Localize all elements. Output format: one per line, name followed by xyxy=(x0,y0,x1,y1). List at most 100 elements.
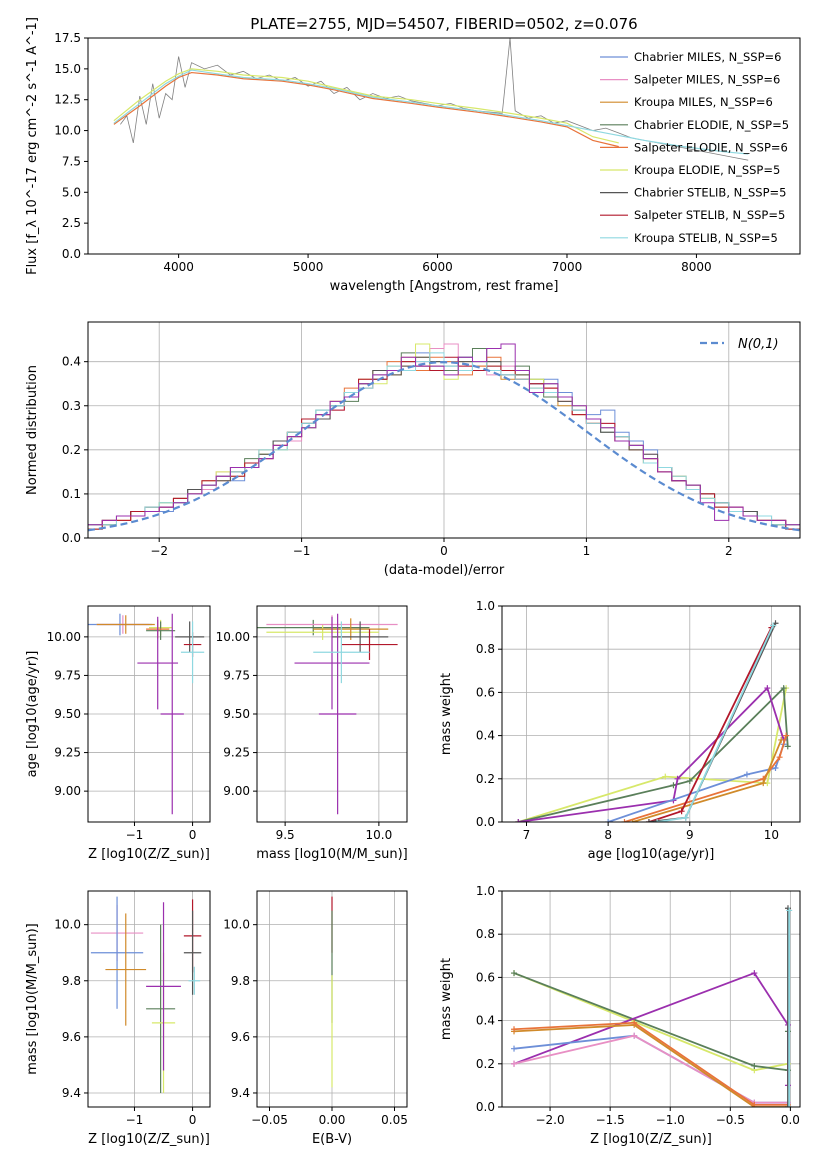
weight-marker xyxy=(751,970,758,977)
y-tick-label: 0.2 xyxy=(476,1057,495,1071)
x-tick-label: 0 xyxy=(189,828,197,842)
weight-marker xyxy=(511,1045,518,1052)
plot-area xyxy=(88,322,800,538)
x-tick-label: 7 xyxy=(523,828,531,842)
chart-mass_vs_Z: −1 0 9.4 9.6 9.8 10.0 Z [log10(Z/Z_sun)] mass [… xyxy=(25,890,211,1147)
x-tick-label: 7000 xyxy=(552,260,583,274)
x-tick-label: 9 xyxy=(686,828,694,842)
figure-title: PLATE=2755, MJD=54507, FIBERID=0502, z=0… xyxy=(250,15,637,33)
weight-line xyxy=(513,972,789,1072)
y-tick-label: 9.75 xyxy=(223,668,250,682)
weight-marker xyxy=(605,819,612,822)
y-tick-label: 5.0 xyxy=(62,185,81,199)
y-tick-label: 0.0 xyxy=(62,531,81,545)
weight-marker xyxy=(784,1104,791,1107)
weight-marker xyxy=(784,743,791,750)
y-axis-label: age [log10(age/yr)] xyxy=(25,651,40,778)
weight-marker xyxy=(751,1062,758,1069)
x-axis-label: wavelength [Angstrom, rest frame] xyxy=(330,279,559,294)
axes-frame xyxy=(87,37,801,255)
y-tick-label: 0.0 xyxy=(476,1100,495,1114)
y-tick-label: 0.4 xyxy=(62,355,81,369)
chart-mass_vs_ebv: −0.05 0.00 0.05 9.4 9.6 9.8 10.0 E(B-V) xyxy=(223,890,408,1147)
weight-marker xyxy=(772,765,779,771)
y-tick-label: 0.8 xyxy=(476,927,495,941)
x-tick-label: 8 xyxy=(604,828,612,842)
y-tick-label: 0.0 xyxy=(62,247,81,261)
weight-marker xyxy=(621,819,628,822)
x-tick-label: 8000 xyxy=(681,260,712,274)
weight-marker xyxy=(783,732,790,739)
y-tick-label: 1.0 xyxy=(476,599,495,613)
y-tick-label: 9.4 xyxy=(62,1086,81,1100)
legend-label: Kroupa ELODIE, N_SSP=5 xyxy=(634,163,780,177)
model-spectrum-line xyxy=(113,68,619,144)
x-tick-label: −2 xyxy=(150,544,168,558)
x-tick-label: −0.05 xyxy=(251,1113,288,1127)
x-tick-label: 6000 xyxy=(422,260,453,274)
normal-curve xyxy=(88,361,800,532)
y-tick-label: 0.6 xyxy=(476,970,495,984)
y-tick-label: 9.25 xyxy=(223,746,250,760)
weight-marker xyxy=(764,685,771,692)
y-axis-label: mass weight xyxy=(439,673,454,755)
y-tick-label: 10.00 xyxy=(216,630,250,644)
model-spectrum-line xyxy=(113,71,619,148)
y-tick-label: 0.4 xyxy=(476,1014,495,1028)
weight-line xyxy=(513,1024,788,1107)
legend-label: Chabrier STELIB, N_SSP=5 xyxy=(634,186,786,200)
plot-area xyxy=(257,891,407,1107)
y-tick-label: 9.75 xyxy=(54,668,81,682)
y-axis-label: Flux [f_λ 10^-17 erg cm^-2 s^-1 A^-1] xyxy=(25,17,40,275)
weight-line xyxy=(648,627,773,822)
weight-marker xyxy=(678,808,685,815)
y-tick-label: 10.0 xyxy=(54,918,81,932)
x-tick-label: 10 xyxy=(764,828,779,842)
x-tick-label: −1.5 xyxy=(596,1113,625,1127)
y-tick-label: 1.0 xyxy=(476,884,495,898)
legend: Chabrier MILES, N_SSP=6 Salpeter MILES, N… xyxy=(600,50,789,245)
x-axis-label: E(B-V) xyxy=(312,1132,352,1147)
y-tick-label: 0.0 xyxy=(476,815,495,829)
y-tick-label: 2.5 xyxy=(62,216,81,230)
weight-marker xyxy=(629,819,636,822)
weight-marker xyxy=(515,819,522,822)
x-axis-label: Z [log10(Z/Z_sun)] xyxy=(88,1132,210,1147)
chart-weight_vs_Z: −2.0 −1.5 −1.0 −0.5 0.0 0.0 0.2 0.4 0.6 0.8 1.0 Z [… xyxy=(439,884,801,1147)
x-axis-label: age [log10(age/yr)] xyxy=(588,847,715,862)
legend-label: Kroupa MILES, N_SSP=6 xyxy=(634,95,773,109)
chart-weight_vs_age: 7 8 9 10 0.0 0.2 0.4 0.6 0.8 1.0 age [log10(age/yr… xyxy=(439,599,801,862)
plot-area xyxy=(257,606,407,822)
legend-label: Chabrier MILES, N_SSP=6 xyxy=(634,50,781,64)
y-tick-label: 10.0 xyxy=(54,124,81,138)
x-tick-label: −2.0 xyxy=(535,1113,564,1127)
legend-label: N(0,1) xyxy=(738,337,779,352)
y-axis-label: mass [log10(M/M_sun)] xyxy=(25,923,40,1075)
weight-line xyxy=(518,686,785,822)
x-tick-label: 0.05 xyxy=(381,1113,408,1127)
legend-label: Kroupa STELIB, N_SSP=5 xyxy=(634,231,778,245)
weight-marker xyxy=(682,814,689,821)
x-tick-label: 9.5 xyxy=(276,828,295,842)
x-tick-label: −1 xyxy=(126,828,144,842)
x-tick-label: 5000 xyxy=(293,260,324,274)
x-tick-label: 10.0 xyxy=(366,828,393,842)
chart-age_vs_Z: −1 0 9.00 9.25 9.50 9.75 10.00 Z [log10(Z/Z_sun… xyxy=(25,605,211,862)
y-tick-label: 0.3 xyxy=(62,399,81,413)
y-tick-label: 0.2 xyxy=(62,443,81,457)
weight-marker xyxy=(760,780,767,787)
weight-marker xyxy=(511,1060,518,1067)
x-axis-label: Z [log10(Z/Z_sun)] xyxy=(590,1132,712,1147)
y-tick-label: 17.5 xyxy=(54,31,81,45)
y-tick-label: 9.25 xyxy=(54,746,81,760)
legend-label: Salpeter MILES, N_SSP=6 xyxy=(634,73,780,87)
y-tick-label: 12.5 xyxy=(54,93,81,107)
y-tick-label: 0.8 xyxy=(476,642,495,656)
y-tick-label: 9.50 xyxy=(223,707,250,721)
y-tick-label: 9.50 xyxy=(54,707,81,721)
x-tick-label: 0 xyxy=(440,544,448,558)
axes-frame xyxy=(87,890,211,1108)
weight-marker xyxy=(511,970,518,977)
weight-marker xyxy=(686,777,693,784)
